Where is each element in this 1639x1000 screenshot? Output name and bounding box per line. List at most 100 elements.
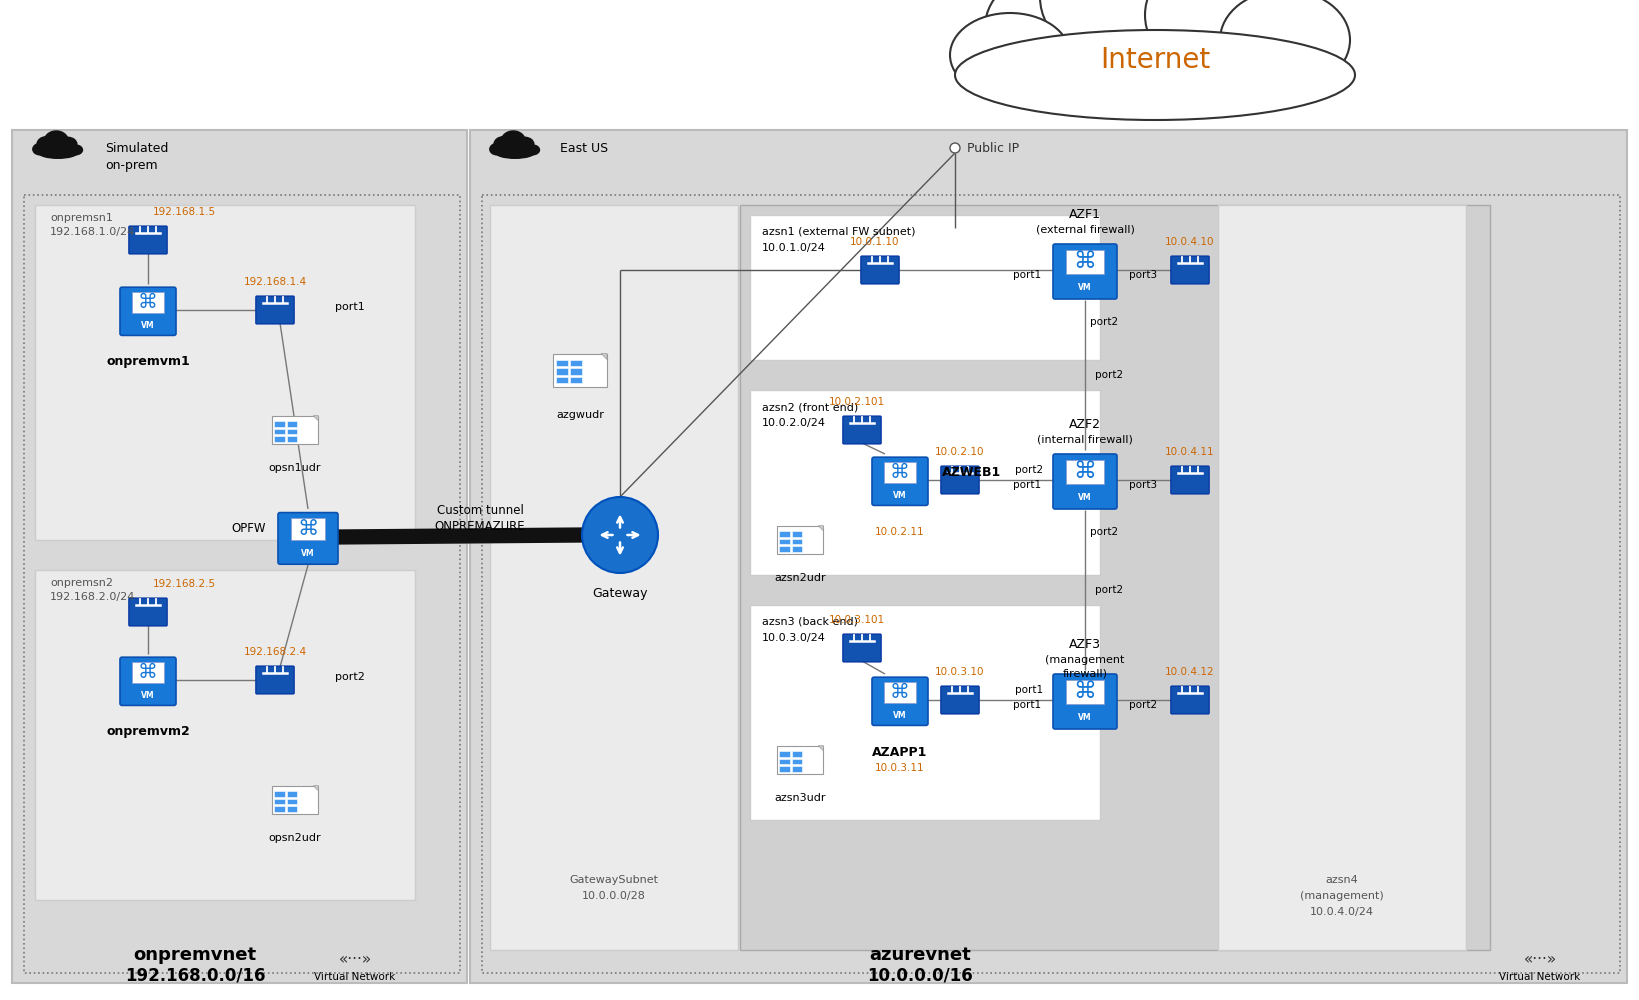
Text: (management): (management) — [1300, 891, 1383, 901]
Text: VM: VM — [141, 691, 154, 700]
FancyBboxPatch shape — [1170, 686, 1210, 714]
FancyBboxPatch shape — [129, 598, 167, 626]
FancyBboxPatch shape — [941, 686, 978, 714]
FancyBboxPatch shape — [1052, 674, 1118, 729]
Bar — [274, 436, 285, 442]
Text: Internet: Internet — [1100, 46, 1210, 74]
Circle shape — [582, 497, 657, 573]
Text: 10.0.2.11: 10.0.2.11 — [875, 527, 924, 537]
Bar — [780, 759, 790, 764]
Text: AZF3: AZF3 — [1069, 639, 1101, 652]
Text: AZF1: AZF1 — [1069, 209, 1101, 222]
FancyBboxPatch shape — [279, 513, 338, 564]
Text: 192.168.2.4: 192.168.2.4 — [244, 647, 306, 657]
Bar — [287, 806, 297, 812]
Circle shape — [951, 143, 960, 153]
FancyBboxPatch shape — [1052, 244, 1118, 299]
FancyBboxPatch shape — [842, 634, 882, 662]
Text: 10.0.3.101: 10.0.3.101 — [829, 615, 885, 625]
Text: East US: East US — [561, 141, 608, 154]
Text: «···»: «···» — [338, 952, 372, 968]
Bar — [792, 751, 801, 757]
Text: azsn3udr: azsn3udr — [774, 793, 826, 803]
Text: ONPREMAZURE: ONPREMAZURE — [434, 520, 526, 534]
FancyBboxPatch shape — [120, 287, 175, 335]
Text: VM: VM — [302, 549, 315, 558]
FancyBboxPatch shape — [256, 666, 293, 694]
Polygon shape — [602, 354, 606, 359]
Text: ⌘: ⌘ — [138, 293, 157, 312]
Text: ⌘: ⌘ — [138, 663, 157, 682]
Ellipse shape — [44, 130, 69, 151]
Text: azsn3 (back end): azsn3 (back end) — [762, 617, 857, 627]
Bar — [780, 751, 790, 757]
Ellipse shape — [524, 144, 541, 155]
Text: onpremvm1: onpremvm1 — [107, 356, 190, 368]
FancyBboxPatch shape — [1170, 256, 1210, 284]
FancyBboxPatch shape — [256, 296, 293, 324]
Text: 192.168.2.0/24: 192.168.2.0/24 — [51, 592, 136, 602]
FancyBboxPatch shape — [842, 416, 882, 444]
Bar — [290, 518, 326, 540]
Text: port1: port1 — [1013, 700, 1041, 710]
Bar — [570, 377, 582, 383]
Ellipse shape — [488, 143, 505, 155]
Ellipse shape — [495, 146, 536, 159]
Ellipse shape — [1146, 0, 1305, 80]
Text: port1: port1 — [334, 302, 365, 312]
Text: ⌘: ⌘ — [297, 519, 318, 539]
Text: on-prem: on-prem — [105, 158, 157, 172]
Bar — [274, 799, 285, 804]
Text: «···»: «···» — [1523, 952, 1557, 968]
Text: 10.0.3.0/24: 10.0.3.0/24 — [762, 633, 826, 643]
Text: 10.0.4.11: 10.0.4.11 — [1165, 447, 1214, 457]
Text: 10.0.4.10: 10.0.4.10 — [1165, 237, 1214, 247]
Bar — [556, 368, 569, 375]
Bar — [556, 377, 569, 383]
Text: (internal firewall): (internal firewall) — [1037, 435, 1133, 445]
Text: port1: port1 — [1013, 270, 1041, 280]
Text: Simulated: Simulated — [105, 141, 169, 154]
Text: (management: (management — [1046, 655, 1124, 665]
Text: Gateway: Gateway — [592, 586, 647, 599]
Ellipse shape — [67, 144, 84, 155]
Bar — [287, 429, 297, 434]
Text: 192.168.0.0/16: 192.168.0.0/16 — [125, 966, 266, 984]
FancyBboxPatch shape — [941, 466, 978, 494]
Ellipse shape — [57, 137, 77, 152]
Bar — [1218, 205, 1465, 950]
Text: azsn2 (front end): azsn2 (front end) — [762, 402, 859, 412]
Polygon shape — [313, 416, 318, 421]
Text: VM: VM — [141, 321, 154, 330]
Bar — [274, 429, 285, 434]
Text: 192.168.2.5: 192.168.2.5 — [152, 579, 216, 589]
Ellipse shape — [515, 137, 534, 152]
FancyBboxPatch shape — [872, 677, 928, 725]
Ellipse shape — [493, 136, 515, 153]
Text: ⌘: ⌘ — [890, 683, 910, 702]
Bar — [780, 546, 790, 552]
Ellipse shape — [951, 13, 1070, 97]
Bar — [751, 215, 1100, 360]
Bar — [482, 195, 1619, 973]
Ellipse shape — [500, 130, 526, 151]
Text: AZAPP1: AZAPP1 — [872, 746, 928, 758]
Bar — [11, 130, 467, 983]
Text: ⌘: ⌘ — [1074, 250, 1096, 273]
FancyBboxPatch shape — [120, 657, 175, 705]
Text: opsn2udr: opsn2udr — [269, 833, 321, 843]
Bar — [1067, 680, 1103, 704]
Text: 10.0.1.10: 10.0.1.10 — [851, 237, 900, 247]
Text: 192.168.1.0/24: 192.168.1.0/24 — [51, 227, 136, 237]
Bar — [883, 462, 916, 483]
Text: firewall): firewall) — [1062, 669, 1108, 679]
Text: Public IP: Public IP — [967, 141, 1019, 154]
Bar — [780, 531, 790, 537]
FancyBboxPatch shape — [1052, 454, 1118, 509]
Bar — [792, 531, 801, 537]
Bar — [34, 570, 415, 900]
Ellipse shape — [33, 143, 48, 155]
Bar — [777, 746, 823, 774]
Text: port2: port2 — [1095, 370, 1123, 380]
Text: azurevnet: azurevnet — [869, 946, 970, 964]
